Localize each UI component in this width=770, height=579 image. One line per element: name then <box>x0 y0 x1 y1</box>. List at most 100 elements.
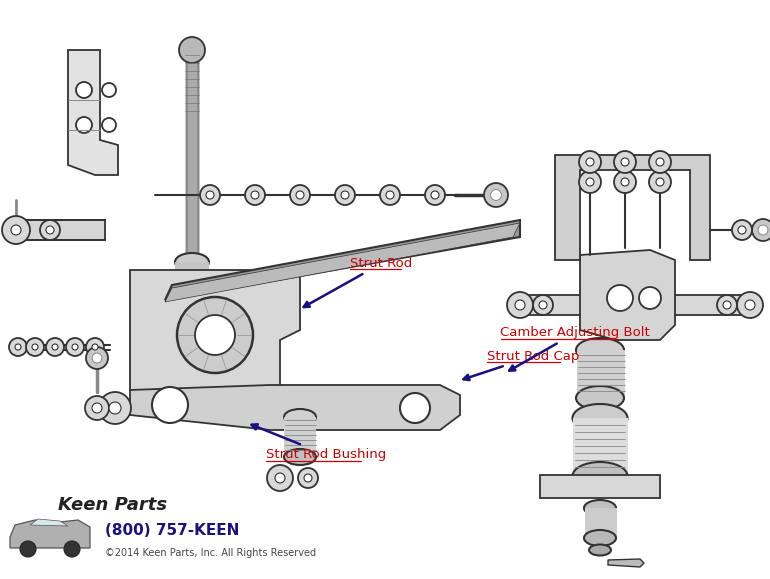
Polygon shape <box>540 475 660 498</box>
Circle shape <box>515 300 525 310</box>
Circle shape <box>40 220 60 240</box>
Polygon shape <box>30 519 68 526</box>
Circle shape <box>267 465 293 491</box>
Text: Keen Parts: Keen Parts <box>58 496 167 514</box>
Circle shape <box>76 117 92 133</box>
Circle shape <box>11 225 21 235</box>
Circle shape <box>723 301 731 309</box>
Circle shape <box>425 185 445 205</box>
Circle shape <box>195 315 235 355</box>
Ellipse shape <box>573 462 628 490</box>
Circle shape <box>245 185 265 205</box>
Circle shape <box>66 338 84 356</box>
Circle shape <box>179 37 205 63</box>
Circle shape <box>15 344 21 350</box>
Polygon shape <box>130 385 460 430</box>
Polygon shape <box>10 220 105 240</box>
Bar <box>186 50 198 270</box>
Circle shape <box>579 151 601 173</box>
Circle shape <box>20 541 36 557</box>
Circle shape <box>76 82 92 98</box>
Circle shape <box>745 300 755 310</box>
Bar <box>284 417 316 457</box>
Circle shape <box>99 392 131 424</box>
Circle shape <box>200 185 220 205</box>
Circle shape <box>737 292 763 318</box>
Ellipse shape <box>584 530 616 546</box>
Polygon shape <box>165 220 520 300</box>
Circle shape <box>152 387 188 423</box>
Ellipse shape <box>284 409 316 425</box>
Circle shape <box>46 338 64 356</box>
Circle shape <box>2 216 30 244</box>
Circle shape <box>649 151 671 173</box>
Circle shape <box>639 287 661 309</box>
Circle shape <box>490 189 501 200</box>
Circle shape <box>86 347 108 369</box>
Circle shape <box>92 353 102 363</box>
Circle shape <box>579 171 601 193</box>
Circle shape <box>92 403 102 413</box>
Circle shape <box>177 297 253 373</box>
Circle shape <box>400 393 430 423</box>
Circle shape <box>649 171 671 193</box>
Circle shape <box>656 158 664 166</box>
Circle shape <box>290 185 310 205</box>
Circle shape <box>586 158 594 166</box>
Ellipse shape <box>175 285 209 303</box>
Circle shape <box>380 185 400 205</box>
Circle shape <box>621 158 629 166</box>
Circle shape <box>335 185 355 205</box>
Ellipse shape <box>584 500 616 516</box>
Circle shape <box>758 225 768 235</box>
Polygon shape <box>10 520 90 548</box>
Circle shape <box>206 191 214 199</box>
Text: Strut Rod: Strut Rod <box>303 257 413 307</box>
Circle shape <box>656 178 664 186</box>
Circle shape <box>431 191 439 199</box>
Ellipse shape <box>173 268 211 288</box>
Circle shape <box>621 178 629 186</box>
Text: Strut Rod Cap: Strut Rod Cap <box>464 350 580 380</box>
Circle shape <box>298 468 318 488</box>
Bar <box>577 350 625 398</box>
Circle shape <box>72 344 78 350</box>
Text: ©2014 Keen Parts, Inc. All Rights Reserved: ©2014 Keen Parts, Inc. All Rights Reserv… <box>105 548 316 558</box>
Circle shape <box>64 541 80 557</box>
Circle shape <box>102 118 116 132</box>
Circle shape <box>296 191 304 199</box>
Circle shape <box>507 292 533 318</box>
Polygon shape <box>68 50 118 175</box>
Ellipse shape <box>576 386 624 410</box>
Circle shape <box>26 338 44 356</box>
Circle shape <box>386 191 394 199</box>
Circle shape <box>52 344 58 350</box>
Ellipse shape <box>589 544 611 555</box>
Circle shape <box>484 183 508 207</box>
Polygon shape <box>130 270 300 405</box>
Polygon shape <box>608 559 644 567</box>
Ellipse shape <box>573 404 628 432</box>
Text: Camber Adjusting Bolt: Camber Adjusting Bolt <box>500 327 650 371</box>
Circle shape <box>341 191 349 199</box>
Circle shape <box>9 338 27 356</box>
Circle shape <box>607 285 633 311</box>
Circle shape <box>46 226 54 234</box>
Circle shape <box>109 402 121 414</box>
Text: (800) 757-KEEN: (800) 757-KEEN <box>105 523 239 538</box>
Circle shape <box>275 473 285 483</box>
Text: Strut Rod Bushing: Strut Rod Bushing <box>252 424 386 461</box>
Ellipse shape <box>284 449 316 465</box>
Polygon shape <box>580 250 675 340</box>
Bar <box>175 262 209 294</box>
Circle shape <box>717 295 737 315</box>
Polygon shape <box>520 295 750 315</box>
Circle shape <box>102 83 116 97</box>
Circle shape <box>614 151 636 173</box>
Ellipse shape <box>175 253 209 271</box>
Polygon shape <box>165 223 520 302</box>
Circle shape <box>533 295 553 315</box>
Bar <box>585 508 617 538</box>
Circle shape <box>32 344 38 350</box>
Circle shape <box>86 338 104 356</box>
